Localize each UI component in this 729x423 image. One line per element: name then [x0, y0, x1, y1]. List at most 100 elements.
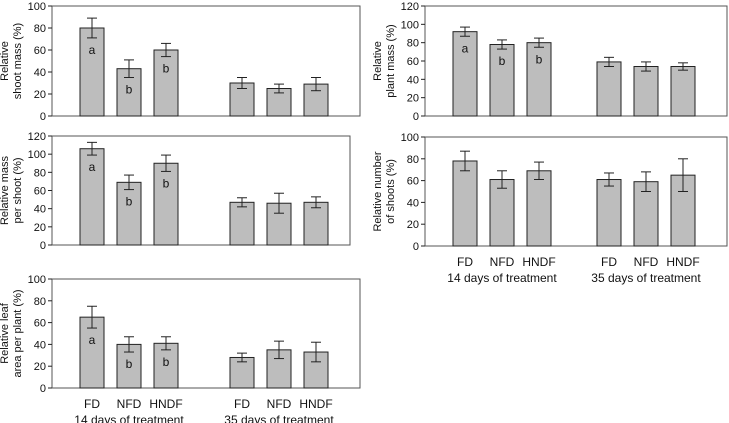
category-label: NFD — [634, 255, 659, 269]
bar-hndf — [303, 201, 329, 246]
bar-hndf — [153, 49, 179, 117]
y-tick-label: 80 — [34, 296, 46, 308]
category-label: HNDF — [666, 255, 699, 269]
y-axis-label: Relative leaf — [0, 302, 11, 363]
y-tick-label: 0 — [40, 111, 46, 123]
y-tick-label: 20 — [34, 89, 46, 101]
bar-fd — [79, 27, 105, 117]
significance-label: b — [536, 52, 543, 66]
y-axis-label: Relative — [372, 41, 384, 81]
bar-fd — [79, 316, 105, 389]
category-label: NFD — [117, 397, 142, 411]
panel-frame — [51, 278, 361, 389]
significance-label: b — [126, 83, 133, 97]
y-tick-label: 100 — [401, 132, 419, 144]
bar-fd — [452, 31, 478, 117]
bar-hndf — [153, 342, 179, 389]
y-tick-label: 120 — [401, 1, 419, 13]
group-label: 35 days of treatment — [224, 413, 334, 423]
y-tick-label: 40 — [407, 197, 419, 209]
y-tick-label: 60 — [34, 45, 46, 57]
significance-label: b — [126, 357, 133, 371]
bar-nfd — [116, 181, 142, 246]
y-tick-label: 0 — [40, 240, 46, 252]
bar-nfd — [633, 66, 659, 117]
category-label: FD — [601, 255, 617, 269]
bar-fd — [229, 201, 255, 246]
significance-label: b — [163, 176, 170, 190]
panel-frame — [424, 136, 728, 247]
y-tick-label: 60 — [407, 56, 419, 68]
y-tick-label: 60 — [34, 318, 46, 330]
y-tick-label: 100 — [28, 1, 46, 13]
y-tick-label: 80 — [34, 23, 46, 35]
category-label: HNDF — [299, 397, 332, 411]
category-label: HNDF — [149, 397, 182, 411]
panel-plant-mass: 0 20 40 60 80 100 120 Relative plant mass (%) a b b — [372, 1, 728, 123]
panel-frame — [51, 5, 361, 117]
y-axis-label: Relative number — [372, 151, 384, 231]
y-axis-label: plant mass (%) — [385, 24, 397, 97]
y-tick-label: 20 — [34, 222, 46, 234]
significance-label: b — [163, 62, 170, 76]
bar-fd — [596, 61, 622, 117]
y-tick-label: 0 — [413, 241, 419, 253]
y-axis-label: of shoots (%) — [385, 159, 397, 224]
y-axis-label: area per plant (%) — [12, 289, 24, 377]
group-label: 14 days of treatment — [74, 413, 184, 423]
category-label: NFD — [490, 255, 515, 269]
category-label: NFD — [267, 397, 292, 411]
panel-leaf-area: 0 20 40 60 80 100 Relative leaf area per plant … — [0, 274, 361, 423]
category-label: HNDF — [522, 255, 555, 269]
bar-nfd — [633, 181, 659, 247]
bar-fd — [596, 179, 622, 247]
bar-hndf — [526, 170, 552, 247]
y-tick-label: 60 — [34, 186, 46, 198]
significance-label: a — [89, 160, 96, 174]
y-tick-label: 20 — [34, 361, 46, 373]
y-tick-label: 80 — [34, 167, 46, 179]
y-tick-label: 20 — [407, 219, 419, 231]
y-tick-label: 80 — [407, 154, 419, 166]
significance-label: b — [163, 355, 170, 369]
category-label: FD — [234, 397, 250, 411]
bar-fd — [229, 356, 255, 389]
y-tick-label: 20 — [407, 93, 419, 105]
significance-label: b — [499, 54, 506, 68]
bar-nfd — [489, 44, 515, 117]
y-tick-label: 100 — [28, 274, 46, 286]
y-tick-label: 40 — [34, 67, 46, 79]
bar-hndf — [526, 42, 552, 117]
y-axis-label: Relative — [0, 41, 11, 81]
significance-label: a — [89, 43, 96, 57]
bar-nfd — [489, 179, 515, 247]
bar-fd — [79, 148, 105, 246]
group-label: 14 days of treatment — [447, 271, 557, 285]
significance-label: a — [89, 333, 96, 347]
panel-number-of-shoots: 0 20 40 60 80 100 Relative number of shoots (%)… — [372, 132, 728, 285]
significance-label: b — [126, 195, 133, 209]
bar-hndf — [303, 351, 329, 389]
y-tick-label: 120 — [28, 131, 46, 143]
y-tick-label: 40 — [407, 74, 419, 86]
y-tick-label: 0 — [413, 111, 419, 123]
y-tick-label: 60 — [407, 176, 419, 188]
significance-label: a — [462, 41, 469, 55]
group-label: 35 days of treatment — [591, 271, 701, 285]
panel-shoot-mass: 0 20 40 60 80 100 Relative shoot mass (%) a b b — [0, 1, 361, 123]
bar-hndf — [670, 66, 696, 117]
bar-fd — [452, 160, 478, 247]
y-tick-label: 40 — [34, 204, 46, 216]
y-tick-label: 0 — [40, 383, 46, 395]
panel-mass-per-shoot: 0 20 40 60 80 100 120 Relative mass per shoot (%… — [0, 131, 351, 252]
category-label: FD — [84, 397, 100, 411]
y-tick-label: 100 — [401, 19, 419, 31]
y-axis-label: Relative mass — [0, 155, 11, 225]
y-tick-label: 40 — [34, 339, 46, 351]
category-label: FD — [457, 255, 473, 269]
y-axis-label: shoot mass (%) — [12, 23, 24, 99]
y-axis-label: per shoot (%) — [12, 157, 24, 223]
y-tick-label: 100 — [28, 149, 46, 161]
y-tick-label: 80 — [407, 38, 419, 50]
